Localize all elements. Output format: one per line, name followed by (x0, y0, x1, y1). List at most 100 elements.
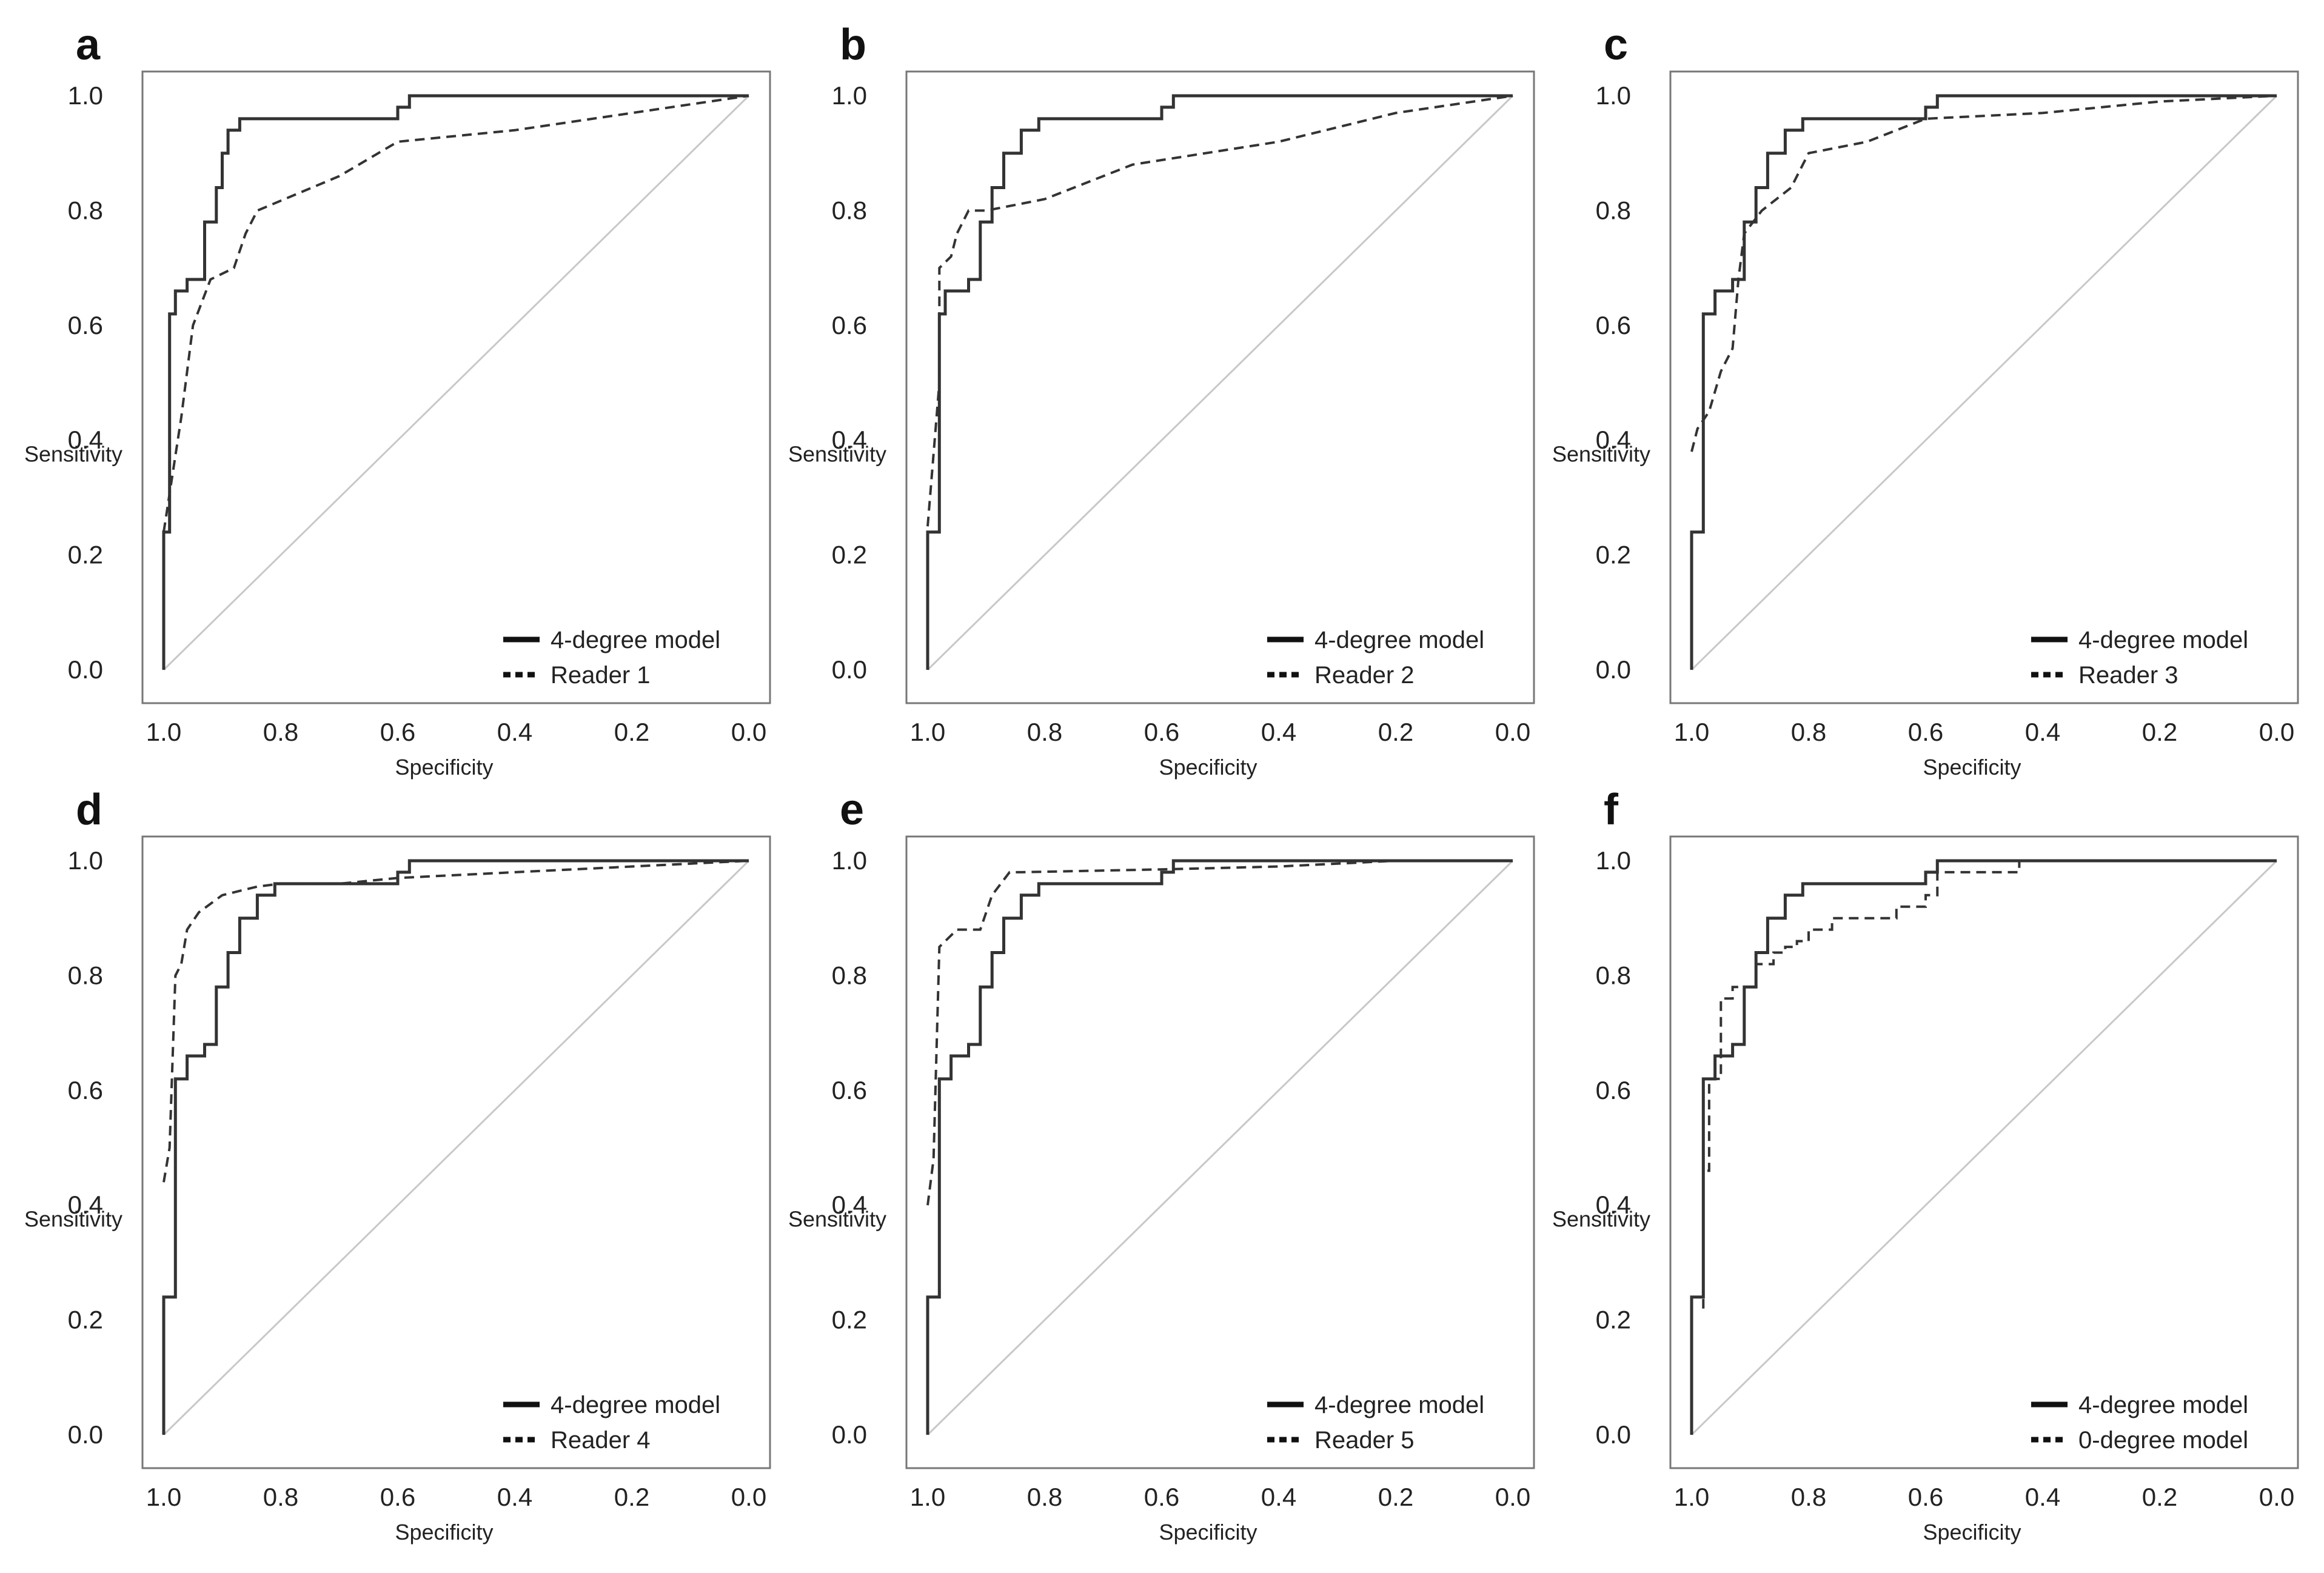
plot-frame (1669, 70, 2299, 704)
y-tick-label: 0.0 (832, 1420, 867, 1449)
y-tick-label: 0.8 (832, 196, 867, 224)
y-tick-label: 0.2 (68, 1306, 103, 1334)
reference-diagonal (926, 860, 1514, 1436)
y-tick-label: 1.0 (1596, 81, 1631, 110)
x-tick-label: 0.6 (380, 718, 415, 746)
y-tick-label: 0.4 (68, 426, 103, 454)
series-line-comparison (1690, 95, 2277, 452)
x-tick-label: 0.6 (380, 1483, 415, 1511)
y-tick-label: 0.2 (68, 541, 103, 569)
x-tick-label: 0.4 (497, 718, 532, 746)
x-tick-label: 0.0 (731, 718, 766, 746)
reference-diagonal (162, 95, 750, 671)
y-tick-label: 0.8 (68, 961, 103, 989)
reference-diagonal (1690, 95, 2278, 671)
x-tick-label: 0.4 (2025, 718, 2060, 746)
y-tick-label: 0.8 (1596, 196, 1631, 224)
x-tick-label: 0.2 (614, 1483, 649, 1511)
x-tick-label: 0.4 (497, 1483, 532, 1511)
y-tick-label: 0.4 (832, 426, 867, 454)
y-tick-label: 0.4 (68, 1191, 103, 1219)
y-tick-label: 0.0 (68, 1420, 103, 1449)
x-tick-label: 0.2 (1378, 1483, 1413, 1511)
series-line-comparison (926, 860, 1513, 1206)
y-tick-label: 0.4 (1596, 426, 1631, 454)
y-tick-label: 0.8 (832, 961, 867, 989)
panel-letter: b (840, 21, 866, 69)
reference-diagonal (162, 860, 750, 1436)
y-axis-title: Sensitivity (788, 442, 886, 467)
reference-diagonal (1690, 860, 2278, 1436)
y-axis-title: Sensitivity (24, 1207, 122, 1232)
series-line-model (1690, 94, 2277, 670)
y-axis-title: Sensitivity (1552, 1207, 1650, 1232)
y-tick-label: 0.0 (1596, 1420, 1631, 1449)
series-line-comparison (162, 860, 749, 1183)
plot-frame (905, 70, 1535, 704)
legend-label: 4-degree model (1314, 1392, 1484, 1418)
x-tick-label: 1.0 (1674, 1483, 1709, 1511)
series-line-model (926, 94, 1513, 670)
x-tick-label: 0.6 (1908, 718, 1943, 746)
plot-frame (141, 835, 771, 1469)
x-axis-title: Specificity (1159, 755, 1257, 780)
roc-panel-a: a 0.0 0.2 0.4 0.6 0.8 1.0 1.0 0.8 0.6 0.4 0.2 0.0 Spe… (24, 21, 771, 780)
x-tick-label: 0.6 (1144, 1483, 1179, 1511)
roc-panel-e: e 0.0 0.2 0.4 0.6 0.8 1.0 1.0 0.8 0.6 0.4 0.2 0.0 Spe… (788, 786, 1535, 1545)
y-axis-title: Sensitivity (24, 442, 122, 467)
x-tick-label: 0.2 (2142, 718, 2177, 746)
x-tick-label: 0.8 (1791, 1483, 1826, 1511)
roc-panel-d: d 0.0 0.2 0.4 0.6 0.8 1.0 1.0 0.8 0.6 0.4 0.2 0.0 Spe… (24, 786, 771, 1545)
y-tick-label: 0.0 (832, 655, 867, 684)
x-tick-label: 0.8 (1791, 718, 1826, 746)
legend-label: Reader 4 (551, 1427, 651, 1454)
x-tick-label: 0.6 (1908, 1483, 1943, 1511)
series-line-model (162, 94, 749, 670)
y-tick-label: 0.8 (1596, 961, 1631, 989)
series-line-comparison (926, 95, 1513, 527)
y-tick-label: 0.2 (1596, 541, 1631, 569)
series-line-comparison (162, 95, 749, 533)
legend-label: Reader 5 (1314, 1427, 1415, 1454)
y-tick-label: 1.0 (1596, 846, 1631, 875)
y-tick-label: 0.6 (68, 1076, 103, 1104)
legend-label: 4-degree model (551, 1392, 720, 1418)
series-line-model (926, 859, 1513, 1435)
y-tick-label: 0.6 (68, 311, 103, 339)
x-tick-label: 0.0 (2259, 718, 2294, 746)
x-axis-title: Specificity (1159, 1520, 1257, 1545)
y-tick-label: 0.0 (68, 655, 103, 684)
x-tick-label: 1.0 (146, 1483, 181, 1511)
x-tick-label: 0.0 (1495, 1483, 1530, 1511)
y-axis-title: Sensitivity (1552, 442, 1650, 467)
y-axis-title: Sensitivity (788, 1207, 886, 1232)
x-axis-title: Specificity (395, 755, 493, 780)
panel-letter: a (76, 21, 101, 69)
x-axis-title: Specificity (1923, 755, 2021, 780)
legend-label: Reader 1 (551, 662, 651, 689)
y-tick-label: 0.6 (1596, 311, 1631, 339)
x-axis-title: Specificity (395, 1520, 493, 1545)
roc-panel-c: c 0.0 0.2 0.4 0.6 0.8 1.0 1.0 0.8 0.6 0.4 0.2 0.0 Spe… (1552, 21, 2299, 780)
x-tick-label: 1.0 (1674, 718, 1709, 746)
y-tick-label: 0.2 (1596, 1306, 1631, 1334)
x-tick-label: 0.4 (1261, 718, 1296, 746)
y-tick-label: 0.4 (832, 1191, 867, 1219)
x-tick-label: 0.8 (1027, 718, 1062, 746)
x-tick-label: 0.8 (1027, 1483, 1062, 1511)
y-tick-label: 0.6 (832, 1076, 867, 1104)
panel-letter: d (76, 786, 102, 834)
y-tick-label: 1.0 (68, 81, 103, 110)
roc-panel-b: b 0.0 0.2 0.4 0.6 0.8 1.0 1.0 0.8 0.6 0.4 0.2 0.0 Spe… (788, 21, 1535, 780)
panel-letter: e (840, 786, 864, 834)
y-tick-label: 1.0 (832, 81, 867, 110)
series-line-comparison (1702, 860, 2277, 1309)
x-tick-label: 0.0 (2259, 1483, 2294, 1511)
legend-label: Reader 3 (2078, 662, 2178, 689)
x-tick-label: 0.2 (614, 718, 649, 746)
legend-label: 4-degree model (551, 627, 720, 653)
y-tick-label: 0.8 (68, 196, 103, 224)
y-tick-label: 0.2 (832, 541, 867, 569)
x-tick-label: 0.0 (1495, 718, 1530, 746)
plot-frame (141, 70, 771, 704)
